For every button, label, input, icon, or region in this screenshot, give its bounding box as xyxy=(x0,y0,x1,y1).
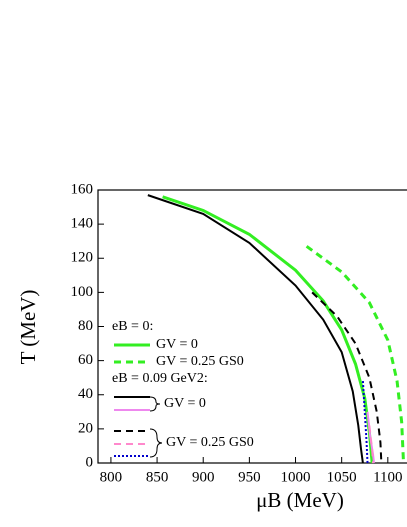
x-tick-label: 850 xyxy=(146,469,169,485)
legend-label: GV = 0.25 GS0 xyxy=(156,354,244,369)
x-tick-label: 1000 xyxy=(281,469,311,485)
x-axis-label: μB (MeV) xyxy=(256,488,344,512)
series-line xyxy=(368,425,375,464)
series-line xyxy=(366,411,375,464)
legend-label: GV = 0.25 GS0 xyxy=(166,435,254,450)
y-tick-label: 0 xyxy=(86,454,94,470)
y-tick-label: 40 xyxy=(78,386,93,402)
series-line xyxy=(311,291,383,464)
series-line xyxy=(147,194,364,464)
y-tick-label: 100 xyxy=(71,284,94,300)
series-line xyxy=(162,195,374,464)
y-tick-label: 60 xyxy=(78,352,93,368)
y-tick-label: 120 xyxy=(71,250,94,266)
y-tick-label: 80 xyxy=(78,318,93,334)
y-tick-label: 20 xyxy=(78,420,93,436)
x-tick-label: 950 xyxy=(238,469,261,485)
legend-label: GV = 0 xyxy=(164,396,206,411)
legend-brace xyxy=(149,428,163,458)
legend-label: GV = 0 xyxy=(156,337,198,352)
x-tick-label: 1100 xyxy=(373,469,402,485)
y-tick-label: 140 xyxy=(71,216,94,232)
y-axis-label: T (MeV) xyxy=(16,290,40,365)
x-tick-label: 900 xyxy=(192,469,215,485)
legend-brace xyxy=(149,396,161,412)
series-line xyxy=(305,245,406,464)
y-tick-label: 160 xyxy=(71,181,94,197)
legend-group-title: eB = 0.09 GeV2: xyxy=(112,371,208,386)
legend-group-title: eB = 0: xyxy=(112,319,153,334)
x-tick-label: 1050 xyxy=(327,469,357,485)
x-tick-label: 800 xyxy=(100,469,123,485)
